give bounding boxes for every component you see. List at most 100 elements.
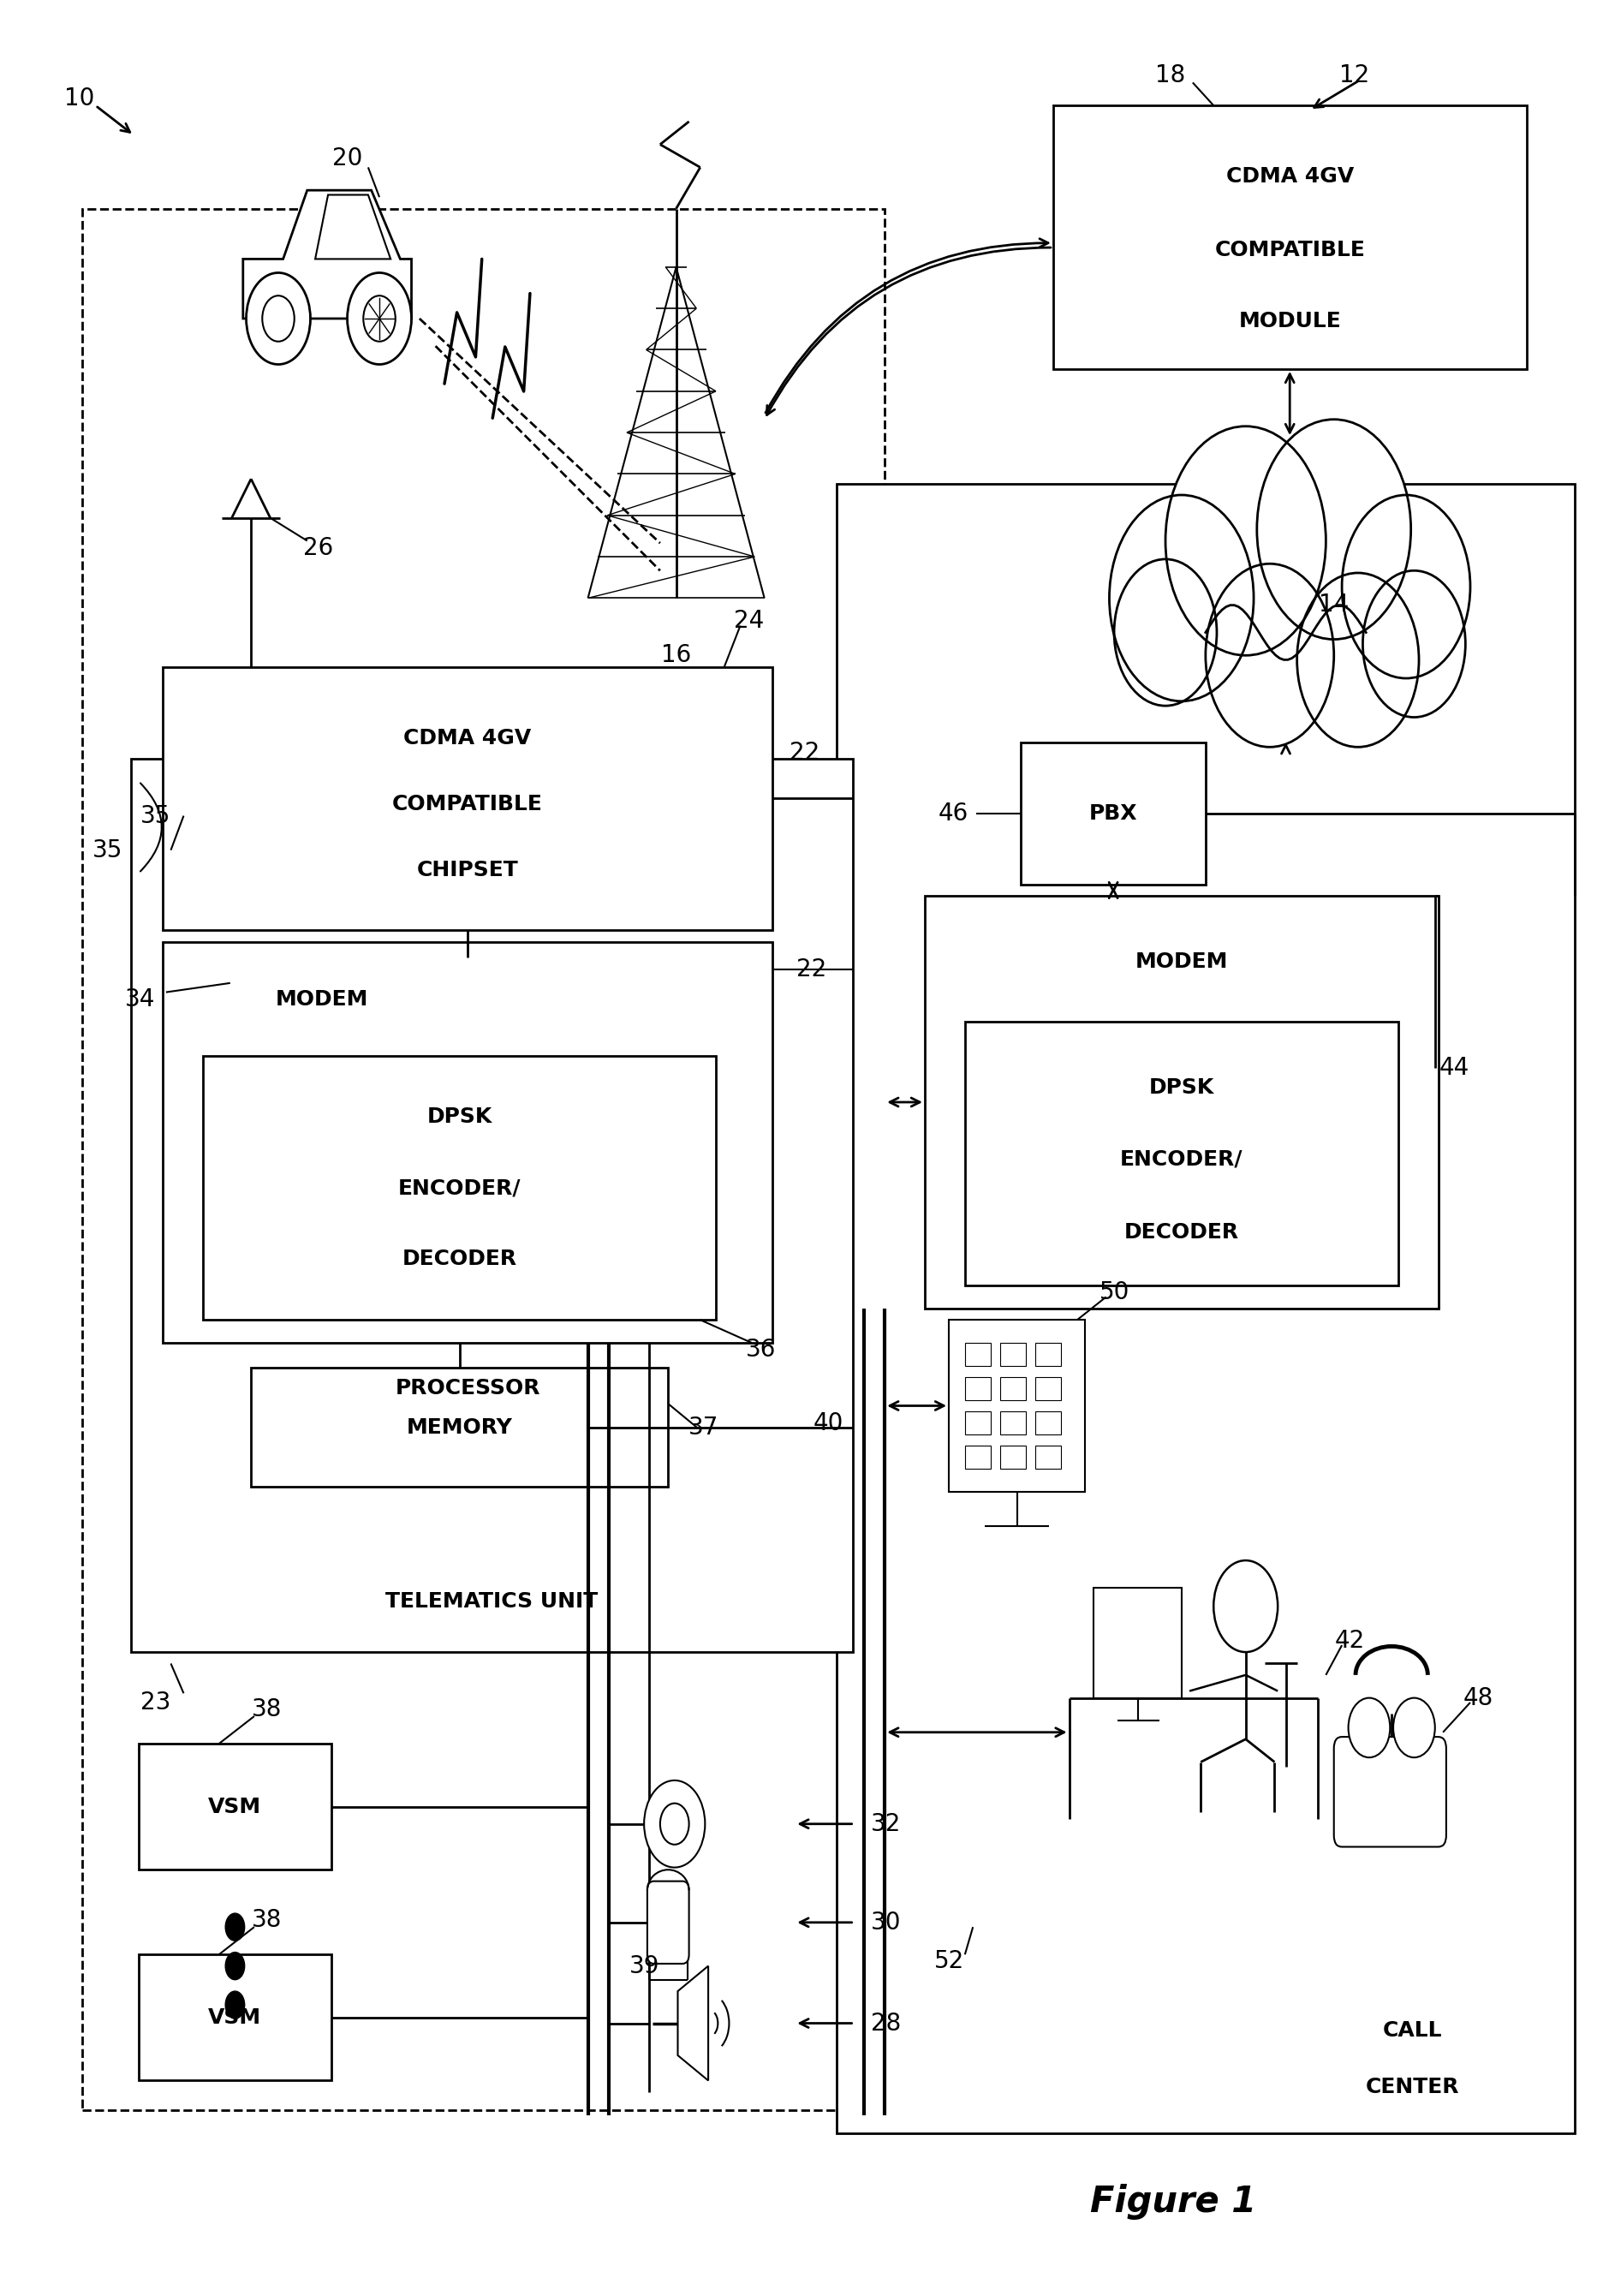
Bar [1054,106,1527,370]
Text: 37: 37 [689,1417,719,1440]
Bar [138,1743,331,1869]
Text: MODULE: MODULE [1239,312,1340,333]
Text: 26: 26 [304,535,333,560]
Text: CALL: CALL [1382,2020,1442,2041]
Bar [163,666,772,930]
Bar [1022,742,1205,884]
Polygon shape [315,195,391,259]
Bar [965,1022,1398,1286]
Text: 30: 30 [870,1910,901,1936]
Bar [1036,1378,1062,1401]
Text: VSM: VSM [209,1795,262,1816]
Text: 42: 42 [1335,1628,1364,1653]
Text: 24: 24 [734,608,764,634]
Text: 22: 22 [796,957,827,980]
Bar [965,1412,991,1435]
Text: PROCESSOR: PROCESSOR [396,1378,541,1398]
Text: DPSK: DPSK [1149,1077,1215,1097]
Ellipse shape [1070,484,1503,712]
Bar [965,1378,991,1401]
Bar [1036,1343,1062,1366]
Text: 35: 35 [92,838,122,861]
Text: 20: 20 [331,147,362,170]
Text: 16: 16 [661,643,692,668]
Text: MODEM: MODEM [1134,951,1228,971]
Polygon shape [677,1965,708,2080]
Text: DECODER: DECODER [1125,1221,1239,1242]
Text: 44: 44 [1438,1056,1469,1079]
Circle shape [1205,565,1334,746]
Text: 52: 52 [933,1949,964,1972]
Bar [82,209,885,2110]
Text: MEMORY: MEMORY [407,1417,513,1437]
Bar [965,1446,991,1469]
Circle shape [660,1802,689,1844]
Text: 40: 40 [814,1412,843,1435]
Bar [1001,1412,1027,1435]
Circle shape [348,273,412,365]
Circle shape [225,1952,245,1979]
Bar [837,484,1575,2133]
Text: 12: 12 [1340,64,1369,87]
Circle shape [1257,420,1411,638]
Circle shape [225,1991,245,2018]
Bar [163,941,772,1343]
Text: 48: 48 [1463,1685,1493,1711]
Text: CDMA 4GV: CDMA 4GV [404,728,531,748]
Text: CENTER: CENTER [1366,2078,1459,2099]
Text: 28: 28 [870,2011,901,2034]
Text: 22: 22 [790,742,819,765]
FancyBboxPatch shape [647,1880,689,1963]
Text: VSM: VSM [209,2007,262,2027]
Circle shape [1342,496,1471,677]
Text: DECODER: DECODER [402,1249,516,1270]
Text: 32: 32 [870,1812,901,1837]
Bar [1001,1343,1027,1366]
Bar [1001,1378,1027,1401]
Circle shape [1165,427,1326,654]
Bar [1036,1412,1062,1435]
Circle shape [1393,1699,1435,1756]
Text: PBX: PBX [1089,804,1138,824]
Bar [1036,1446,1062,1469]
Circle shape [246,273,311,365]
FancyBboxPatch shape [1334,1736,1446,1846]
Circle shape [364,296,396,342]
Text: ENCODER/: ENCODER/ [1120,1148,1242,1169]
Circle shape [1297,574,1419,746]
Polygon shape [243,191,412,319]
Text: MODEM: MODEM [275,990,368,1010]
Bar [925,895,1438,1309]
Circle shape [1109,496,1253,700]
Bar [203,1056,716,1320]
Text: 39: 39 [629,1954,660,1977]
Circle shape [262,296,294,342]
Text: 23: 23 [140,1690,171,1715]
Text: 46: 46 [938,801,969,827]
Bar [130,758,853,1653]
Circle shape [1348,1699,1390,1756]
Bar [1001,1446,1027,1469]
Text: 38: 38 [253,1697,282,1722]
Text: 18: 18 [1155,64,1186,87]
Text: 36: 36 [747,1339,776,1362]
Text: ENCODER/: ENCODER/ [397,1178,521,1199]
Text: DPSK: DPSK [426,1107,492,1127]
Circle shape [1213,1561,1278,1653]
Text: COMPATIBLE: COMPATIBLE [393,794,542,815]
Bar [965,1343,991,1366]
Text: 34: 34 [124,987,154,1010]
Circle shape [1113,560,1216,705]
Text: CHIPSET: CHIPSET [417,859,518,879]
Circle shape [225,1913,245,1940]
Text: 14: 14 [1319,592,1348,618]
Text: 10: 10 [64,87,95,110]
Text: 35: 35 [140,804,171,829]
Text: 38: 38 [253,1908,282,1933]
Text: COMPATIBLE: COMPATIBLE [1215,241,1364,262]
Text: CDMA 4GV: CDMA 4GV [1226,165,1353,186]
Text: TELEMATICS UNIT: TELEMATICS UNIT [386,1591,599,1612]
Circle shape [1363,572,1466,716]
Bar [949,1320,1084,1492]
Circle shape [644,1779,705,1867]
